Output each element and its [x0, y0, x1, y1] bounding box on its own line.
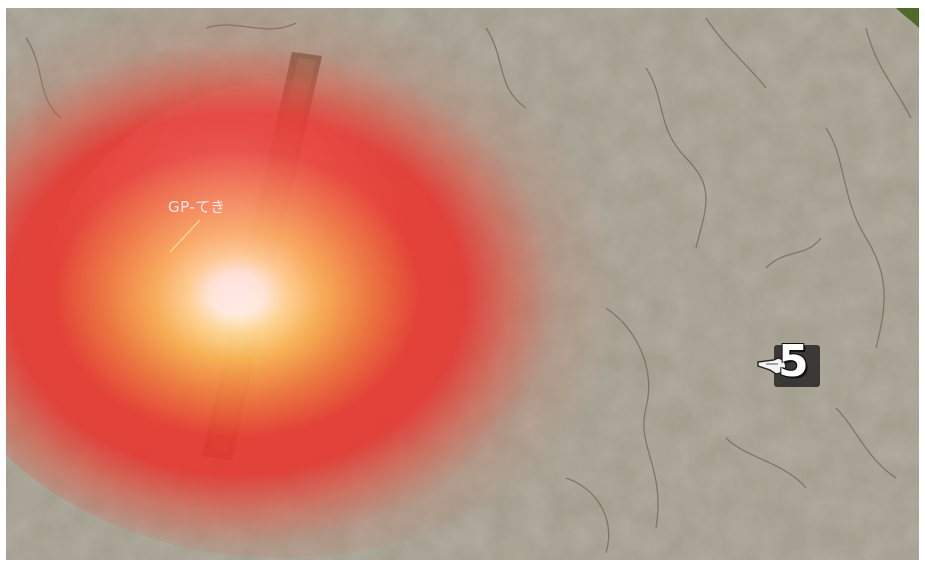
hand-pointer-icon [757, 357, 787, 375]
explosion-blast [6, 8, 646, 558]
unit-pointer-line [169, 219, 201, 253]
waypoint-marker[interactable]: 5 [756, 336, 828, 394]
enemy-unit-label: GP-てき [168, 198, 226, 216]
game-viewport[interactable]: GP-てき 5 [6, 8, 919, 560]
explosion-flare [46, 78, 566, 508]
waypoint-number: 5 [778, 336, 809, 387]
grass-patch [896, 8, 919, 28]
